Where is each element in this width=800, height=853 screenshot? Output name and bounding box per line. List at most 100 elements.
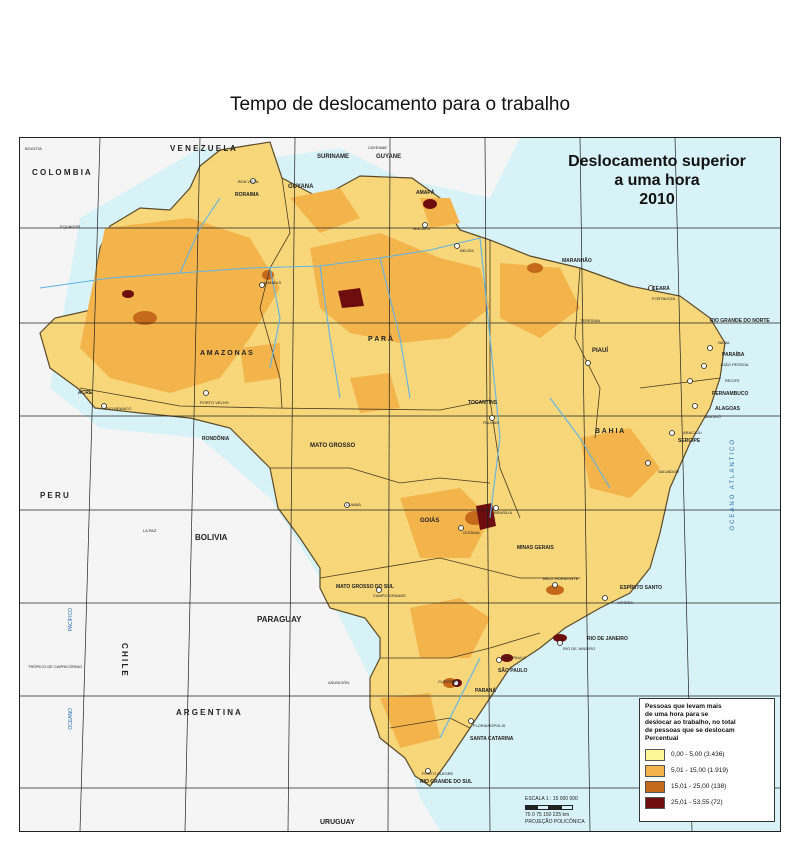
label-curitiba: CURITIBA: [438, 679, 457, 684]
label-rgn: RIO GRANDE DO NORTE: [710, 318, 770, 324]
label-atlantico: OCEANO ATLÂNTICO: [730, 438, 736, 531]
legend-swatch: [645, 748, 665, 761]
label-bolivia: BOLIVIA: [195, 533, 228, 542]
label-sc: SANTA CATARINA: [470, 736, 514, 742]
map-scale: ESCALA 1 : 15 000 000 75 0 75 150 225 km…: [525, 796, 585, 826]
label-guyana: GUYANA: [288, 184, 314, 190]
label-matogrosso: MATO GROSSO: [310, 443, 356, 449]
label-pacifico-b: OCEANO: [68, 708, 74, 730]
label-saopaulo: SÃO PAULO: [503, 655, 526, 660]
label-ceara: CEARÁ: [652, 286, 670, 292]
label-boavista: BOA VISTA: [238, 179, 259, 184]
inset-title-line1: Deslocamento superior: [568, 153, 746, 170]
label-guyane: GUYANE: [376, 154, 402, 160]
label-riodejaneiro: RIO DE JANEIRO: [563, 646, 596, 651]
label-roraima: RORAIMA: [235, 192, 259, 198]
inset-title-line2: a uma hora: [614, 172, 700, 189]
scale-projection: PROJEÇÃO POLICÔNICA: [525, 819, 585, 825]
label-acre: ACRE: [78, 390, 93, 396]
label-tropico: TRÓPICO DE CAPRICÓRNIO: [28, 664, 83, 669]
label-asuncion: ASUNCIÓN: [328, 680, 350, 685]
page-title: Tempo de deslocamento para o trabalho: [229, 94, 571, 115]
legend-class-4: 25,01 - 53,55 (72): [645, 796, 769, 809]
map-inset-title: Deslocamento superior a uma hora 2010: [552, 152, 762, 209]
label-colombia: C O L O M B I A: [32, 168, 91, 177]
scale-bar: [525, 805, 585, 810]
label-ms: MATO GROSSO DO SUL: [336, 584, 394, 590]
capital-markers: [101, 178, 713, 774]
label-portovelho: PORTO VELHO: [200, 400, 229, 405]
label-manaus: MANAUS: [264, 280, 282, 285]
label-pacifico-a: PACÍFICO: [68, 608, 74, 632]
inset-title-year: 2010: [639, 191, 675, 208]
label-es: ESPÍRITO SANTO: [620, 585, 663, 591]
legend-title: Pessoas que levam mais de uma hora para …: [640, 699, 774, 745]
label-belem: BELÉM: [460, 248, 474, 253]
label-riobranco: RIO BRANCO: [106, 406, 132, 411]
label-bogota: BOGOTA: [25, 146, 42, 151]
label-aracaju: ARACAJU: [683, 430, 702, 435]
label-fortaleza: FORTALEZA: [652, 296, 676, 301]
label-amapa: AMAPÁ: [416, 190, 435, 196]
label-florianopolis: FLORIANÓPOLIS: [473, 723, 506, 728]
label-tocantins: TOCANTINS: [468, 400, 498, 406]
scale-text: ESCALA 1 : 15 000 000: [525, 796, 578, 802]
label-teresina: TERESINA: [580, 318, 601, 323]
label-rs: RIO GRANDE DO SUL: [420, 779, 473, 785]
label-argentina: A R G E N T I N A: [176, 708, 241, 717]
label-cayenne: CAYENNE: [368, 145, 388, 150]
legend-class-2: 5,01 - 15,00 (1.919): [645, 764, 769, 777]
label-para: P A R Á: [368, 336, 394, 343]
label-cuiaba: CUIABÁ: [346, 502, 361, 507]
legend-title-line: Percentual: [645, 735, 679, 742]
label-parana: PARANÁ: [475, 688, 497, 694]
label-bahia: B A H I A: [595, 428, 625, 435]
legend-swatch: [645, 780, 665, 793]
legend-class-3: 15,01 - 25,00 (138): [645, 780, 769, 793]
class-5-15-areas: [80, 188, 660, 748]
label-vitoria: VITÓRIA: [617, 600, 634, 605]
label-mg: MINAS GERAIS: [517, 545, 554, 551]
label-uruguay: URUGUAY: [320, 819, 355, 826]
label-chile: C H I L E: [120, 643, 129, 676]
legend-title-line: de uma hora para se: [645, 711, 709, 718]
label-peru: P E R U: [40, 491, 69, 500]
legend-swatch: [645, 796, 665, 809]
legend-class-1: 0,00 - 5,00 (3.436): [645, 748, 769, 761]
rivers: [39, 197, 611, 739]
label-macapa: MACAPÁ: [413, 226, 430, 231]
brazil-map: [20, 138, 780, 831]
legend-title-line: de pessoas que se deslocam: [645, 727, 735, 734]
label-paraguay: PARAGUAY: [257, 615, 302, 624]
legend-class-label: 5,01 - 15,00 (1.919): [671, 767, 729, 774]
label-campogrande: CAMPO GRANDE: [373, 593, 406, 598]
label-piaui: PIAUÍ: [592, 348, 609, 354]
label-venezuela: V E N E Z U E L A: [170, 144, 236, 153]
label-sp: SÃO PAULO: [498, 668, 528, 674]
label-lapaz: LA PAZ: [143, 528, 157, 533]
label-equador: EQUADOR: [60, 224, 81, 229]
label-palmas: PALMAS: [483, 420, 499, 425]
label-pernambuco: PERNAMBUCO: [712, 391, 749, 397]
legend-swatch: [645, 764, 665, 777]
label-salvador: SALVADOR: [658, 469, 680, 474]
label-amazonas: A M A Z O N A S: [200, 350, 253, 357]
label-sergipe: SERGIPE: [678, 438, 701, 444]
legend-title-line: Pessoas que levam mais: [645, 703, 722, 710]
label-bh: BELO HORIZONTE: [543, 576, 579, 581]
label-goiania: GOIÂNIA: [463, 530, 480, 535]
label-portoalegre: PORTO ALEGRE: [422, 771, 454, 776]
neighbor-land: [20, 138, 520, 831]
label-suriname: SURINAME: [317, 154, 350, 160]
label-joaopessoa: JOÃO PESSOA: [720, 362, 749, 367]
label-maranhao: MARANHÃO: [562, 258, 592, 264]
label-rj: RIO DE JANEIRO: [587, 636, 628, 642]
map-legend: Pessoas que levam mais de uma hora para …: [639, 698, 775, 822]
legend-class-label: 15,01 - 25,00 (138): [671, 783, 727, 790]
label-goias: GOIÁS: [420, 518, 440, 524]
label-rondonia: RONDÔNIA: [202, 436, 230, 442]
label-maceio: MACEIÓ: [705, 414, 721, 419]
legend-title-line: deslocar ao trabalho, no total: [645, 719, 736, 726]
label-brasilia: BRASÍLIA: [494, 510, 513, 515]
scale-ticks: 75 0 75 150 225 km: [525, 812, 570, 818]
